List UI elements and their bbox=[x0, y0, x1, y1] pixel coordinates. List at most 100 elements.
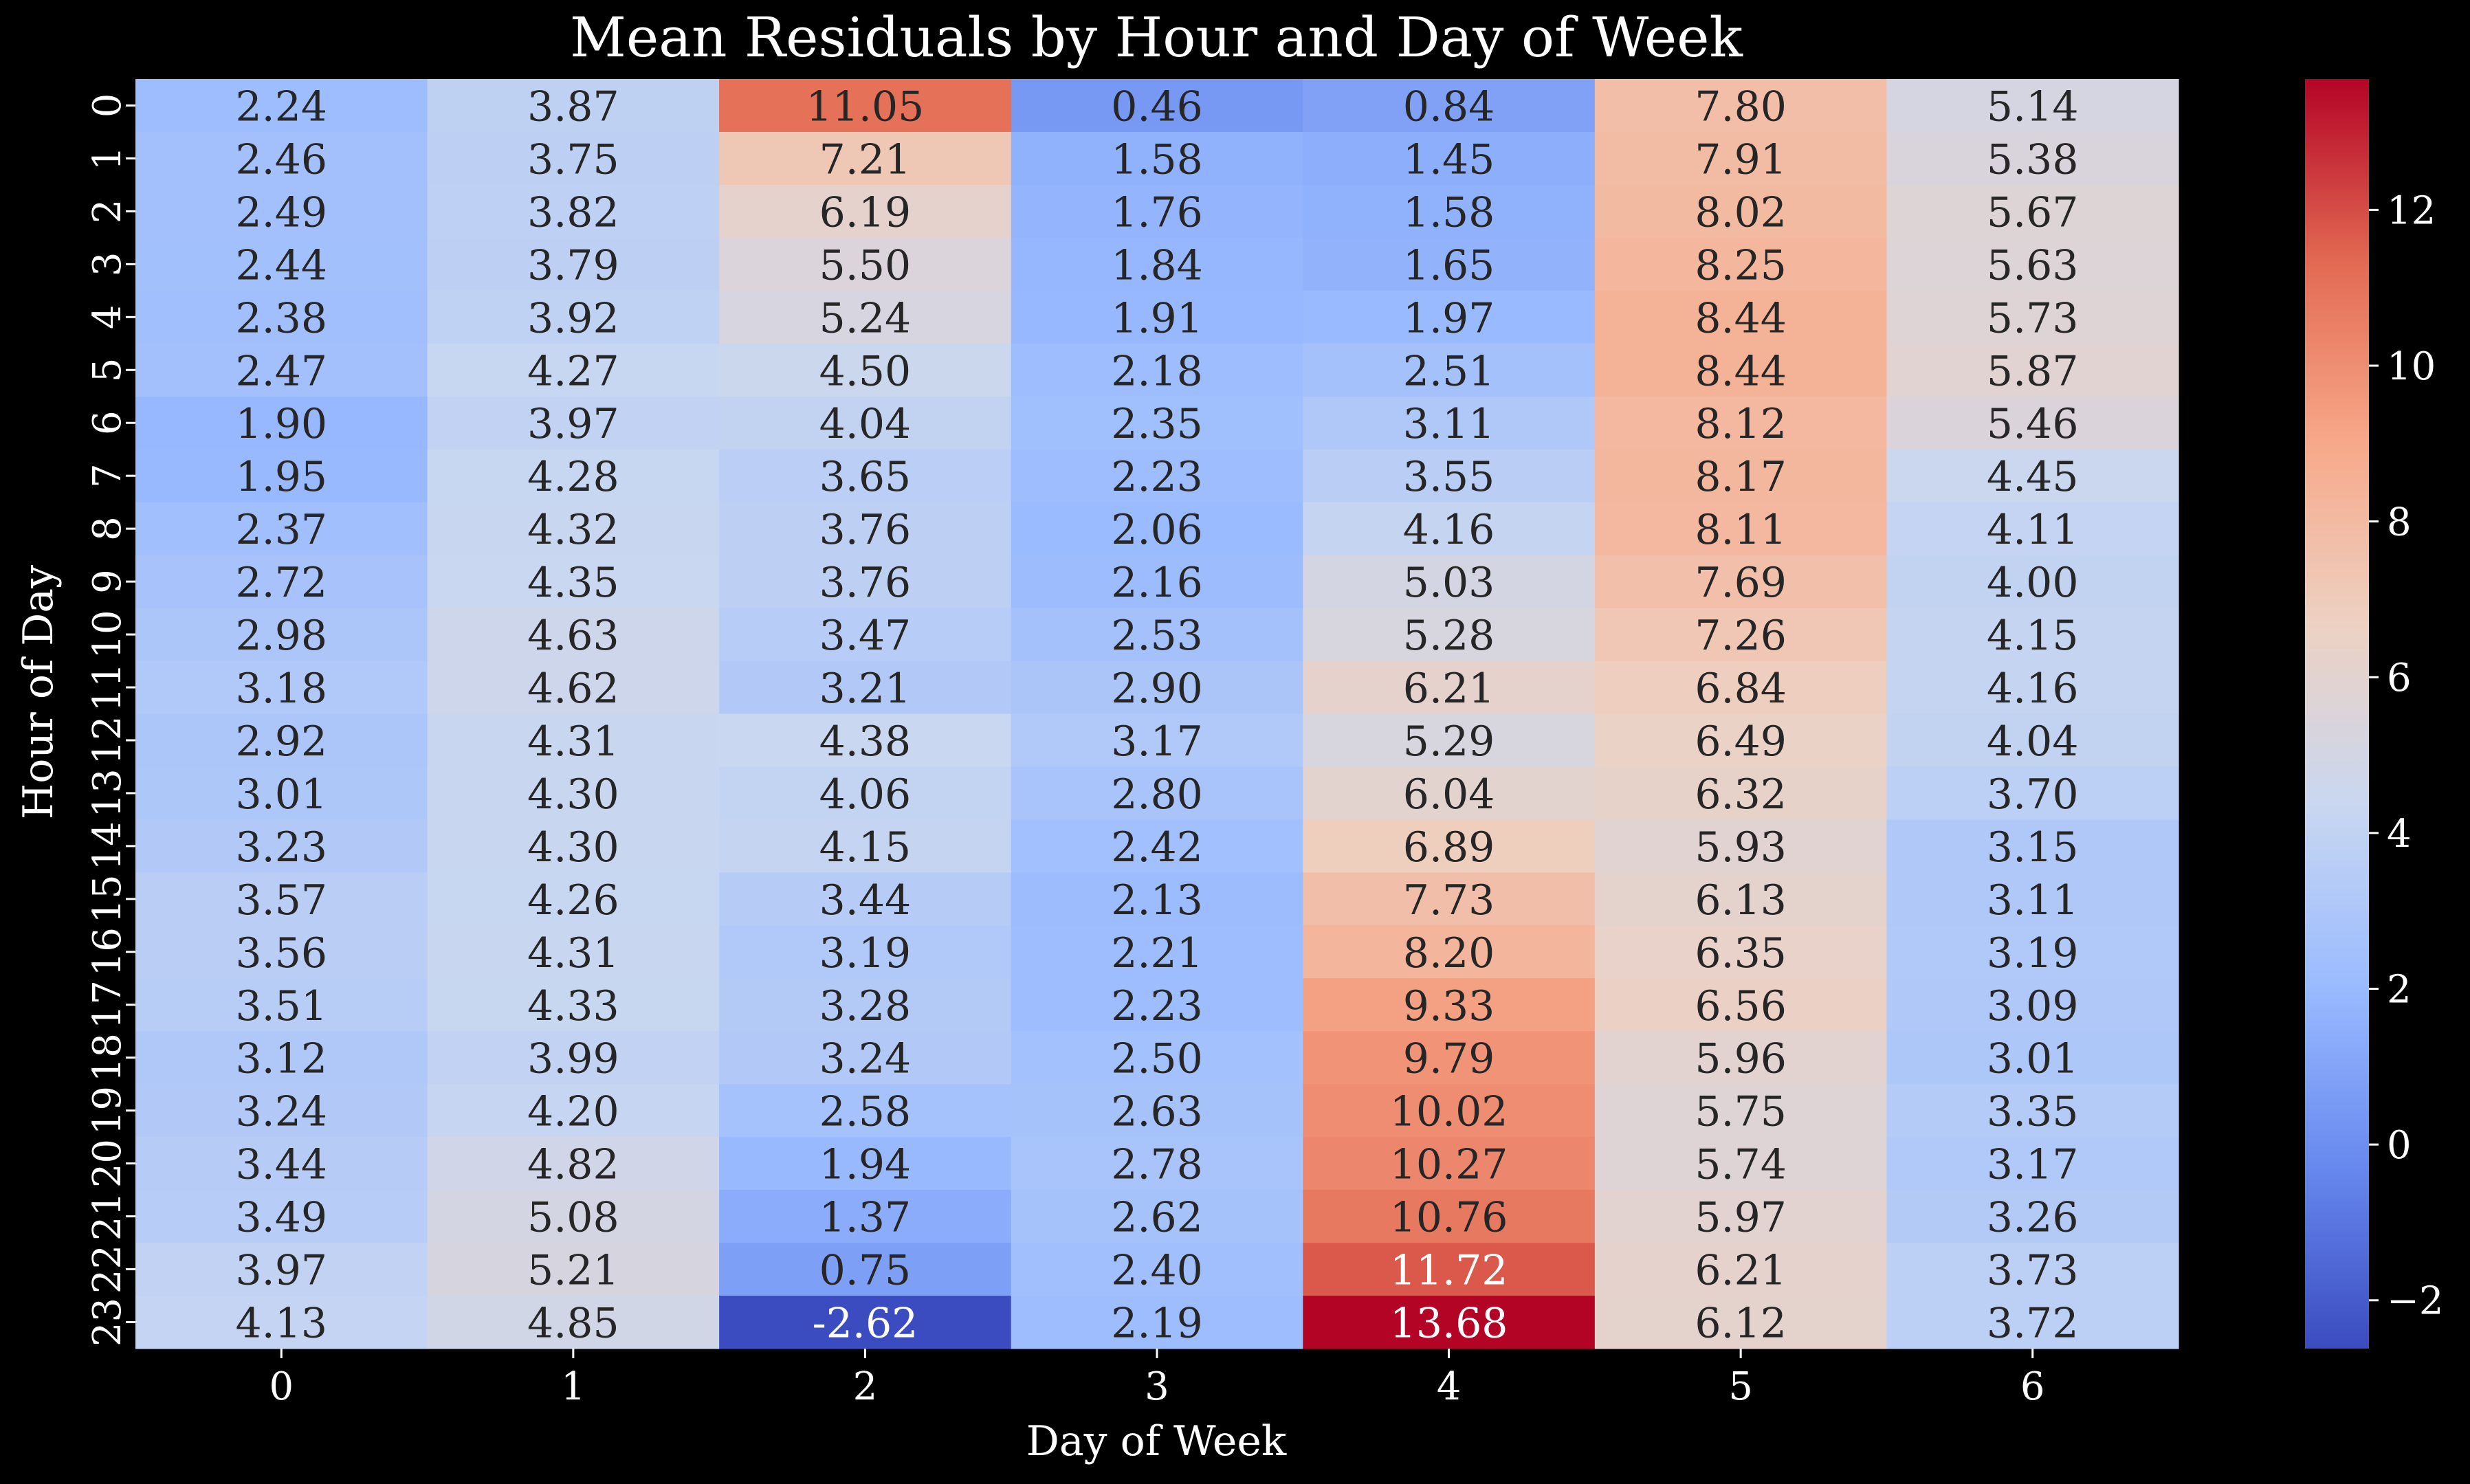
cell-value-label: 1.90 bbox=[235, 400, 327, 448]
cell-value-label: 4.13 bbox=[235, 1300, 327, 1348]
heatmap-cell bbox=[427, 449, 720, 503]
cell-value-label: 9.33 bbox=[1403, 982, 1495, 1030]
cell-value-label: 3.17 bbox=[1111, 718, 1203, 766]
heatmap-cell bbox=[1011, 184, 1303, 239]
colorbar-tick-label: 12 bbox=[2387, 188, 2436, 233]
heatmap-cell bbox=[1303, 237, 1596, 291]
cell-value-label: 3.24 bbox=[235, 1088, 327, 1136]
cell-value-label: 5.97 bbox=[1695, 1194, 1787, 1242]
cell-value-label: 8.20 bbox=[1403, 929, 1495, 977]
cell-value-label: 4.63 bbox=[527, 612, 619, 660]
heatmap-cell bbox=[1303, 713, 1596, 768]
heatmap-cell bbox=[719, 184, 1012, 239]
heatmap-cell bbox=[427, 1190, 720, 1243]
x-tick-label: 5 bbox=[1728, 1364, 1753, 1409]
heatmap-cell bbox=[1886, 608, 2179, 662]
heatmap-cell bbox=[1886, 1190, 2179, 1243]
cell-value-label: 5.87 bbox=[1987, 347, 2079, 395]
heatmap-cell bbox=[1594, 184, 1888, 239]
cell-value-label: 2.80 bbox=[1111, 771, 1203, 819]
cell-value-label: 2.24 bbox=[235, 82, 327, 131]
heatmap-cell bbox=[1886, 1084, 2179, 1138]
x-tick-label: 6 bbox=[2020, 1364, 2045, 1409]
cell-value-label: 4.50 bbox=[819, 347, 912, 395]
cell-value-label: 3.19 bbox=[1987, 929, 2079, 977]
heatmap-cell bbox=[1594, 713, 1888, 768]
heatmap-cell bbox=[135, 290, 428, 344]
cell-value-label: 5.50 bbox=[819, 241, 912, 289]
cell-value-label: 3.82 bbox=[527, 188, 619, 236]
cell-value-label: 8.17 bbox=[1695, 453, 1787, 501]
cell-value-label: 11.72 bbox=[1390, 1247, 1508, 1295]
heatmap-cell bbox=[1011, 661, 1303, 715]
heatmap-cell bbox=[1886, 978, 2179, 1032]
heatmap-cell bbox=[135, 502, 428, 556]
cell-value-label: 1.97 bbox=[1403, 294, 1495, 342]
cell-value-label: 4.04 bbox=[819, 400, 912, 448]
chart-title: Mean Residuals by Hour and Day of Week bbox=[570, 5, 1744, 69]
heatmap-cell bbox=[427, 978, 720, 1032]
cell-value-label: 1.84 bbox=[1111, 241, 1203, 289]
heatmap-cell bbox=[1303, 1084, 1596, 1138]
heatmap-cell bbox=[1303, 872, 1596, 926]
cell-value-label: 6.89 bbox=[1403, 823, 1495, 872]
colorbar-gradient bbox=[2305, 79, 2369, 1349]
y-tick-label: 12 bbox=[85, 716, 130, 764]
heatmap-cell bbox=[427, 1031, 720, 1085]
heatmap-cell bbox=[135, 872, 428, 926]
cell-value-label: 2.19 bbox=[1111, 1300, 1203, 1348]
cell-value-label: 4.00 bbox=[1987, 559, 2079, 607]
heatmap-cell bbox=[427, 290, 720, 344]
cell-annotations: 2.24 3.87 11.05 0.46 0.84 7.80 5.14 2.46 3.75 7.2… bbox=[235, 82, 2078, 1347]
heatmap-cell bbox=[1886, 819, 2179, 873]
heatmap-cell bbox=[1011, 396, 1303, 450]
heatmap-cell bbox=[1886, 131, 2179, 186]
heatmap-cell bbox=[1011, 766, 1303, 821]
cell-value-label: 4.30 bbox=[527, 771, 619, 819]
cell-value-label: 5.03 bbox=[1403, 559, 1495, 607]
heatmap-cell bbox=[1594, 449, 1888, 503]
heatmap-cell bbox=[427, 1084, 720, 1138]
y-tick-label: 10 bbox=[85, 610, 130, 658]
y-axis-label: Hour of Day bbox=[14, 565, 63, 819]
heatmap-cell bbox=[719, 608, 1012, 662]
colorbar-ticks: −2 0 2 4 6 8 10 12 bbox=[2369, 188, 2444, 1324]
cell-value-label: 4.04 bbox=[1987, 718, 2079, 766]
heatmap-cell bbox=[427, 1243, 720, 1296]
cell-value-label: 5.46 bbox=[1987, 400, 2079, 448]
cell-value-label: 3.73 bbox=[1987, 1247, 2079, 1295]
heatmap-cell bbox=[135, 766, 428, 821]
heatmap-cell bbox=[135, 925, 428, 979]
cell-value-label: 3.57 bbox=[235, 876, 327, 924]
cell-value-label: 3.99 bbox=[527, 1035, 619, 1083]
heatmap-cell bbox=[1303, 925, 1596, 979]
heatmap-cell bbox=[1011, 1137, 1303, 1190]
heatmap-cell bbox=[719, 766, 1012, 821]
y-tick-label: 2 bbox=[85, 199, 130, 224]
heatmap-cell bbox=[1303, 449, 1596, 503]
cell-value-label: 4.32 bbox=[527, 506, 619, 554]
heatmap-cell bbox=[1011, 502, 1303, 556]
heatmap-cell bbox=[1594, 79, 1888, 133]
cell-value-label: 3.97 bbox=[235, 1247, 327, 1295]
cell-value-label: 7.69 bbox=[1695, 559, 1787, 607]
cell-value-label: 3.55 bbox=[1403, 453, 1495, 501]
cell-value-label: 3.26 bbox=[1987, 1194, 2079, 1242]
cell-value-label: 1.58 bbox=[1403, 188, 1495, 236]
cell-value-label: 3.97 bbox=[527, 400, 619, 448]
heatmap-cell bbox=[1886, 713, 2179, 768]
heatmap-cell bbox=[1594, 343, 1888, 397]
heatmap-cell bbox=[719, 1137, 1012, 1190]
heatmap-cell bbox=[135, 555, 428, 609]
cell-value-label: 2.35 bbox=[1111, 400, 1203, 448]
cell-value-label: 7.21 bbox=[819, 135, 912, 184]
cell-value-label: 3.51 bbox=[235, 982, 327, 1030]
cell-value-label: 4.28 bbox=[527, 453, 619, 501]
heatmap-cell bbox=[719, 925, 1012, 979]
cell-value-label: 3.11 bbox=[1403, 400, 1495, 448]
cell-value-label: 3.79 bbox=[527, 241, 619, 289]
heatmap-cell bbox=[1011, 978, 1303, 1032]
heatmap-cell bbox=[1011, 713, 1303, 768]
heatmap-cell bbox=[1594, 502, 1888, 556]
heatmap-cell bbox=[427, 555, 720, 609]
